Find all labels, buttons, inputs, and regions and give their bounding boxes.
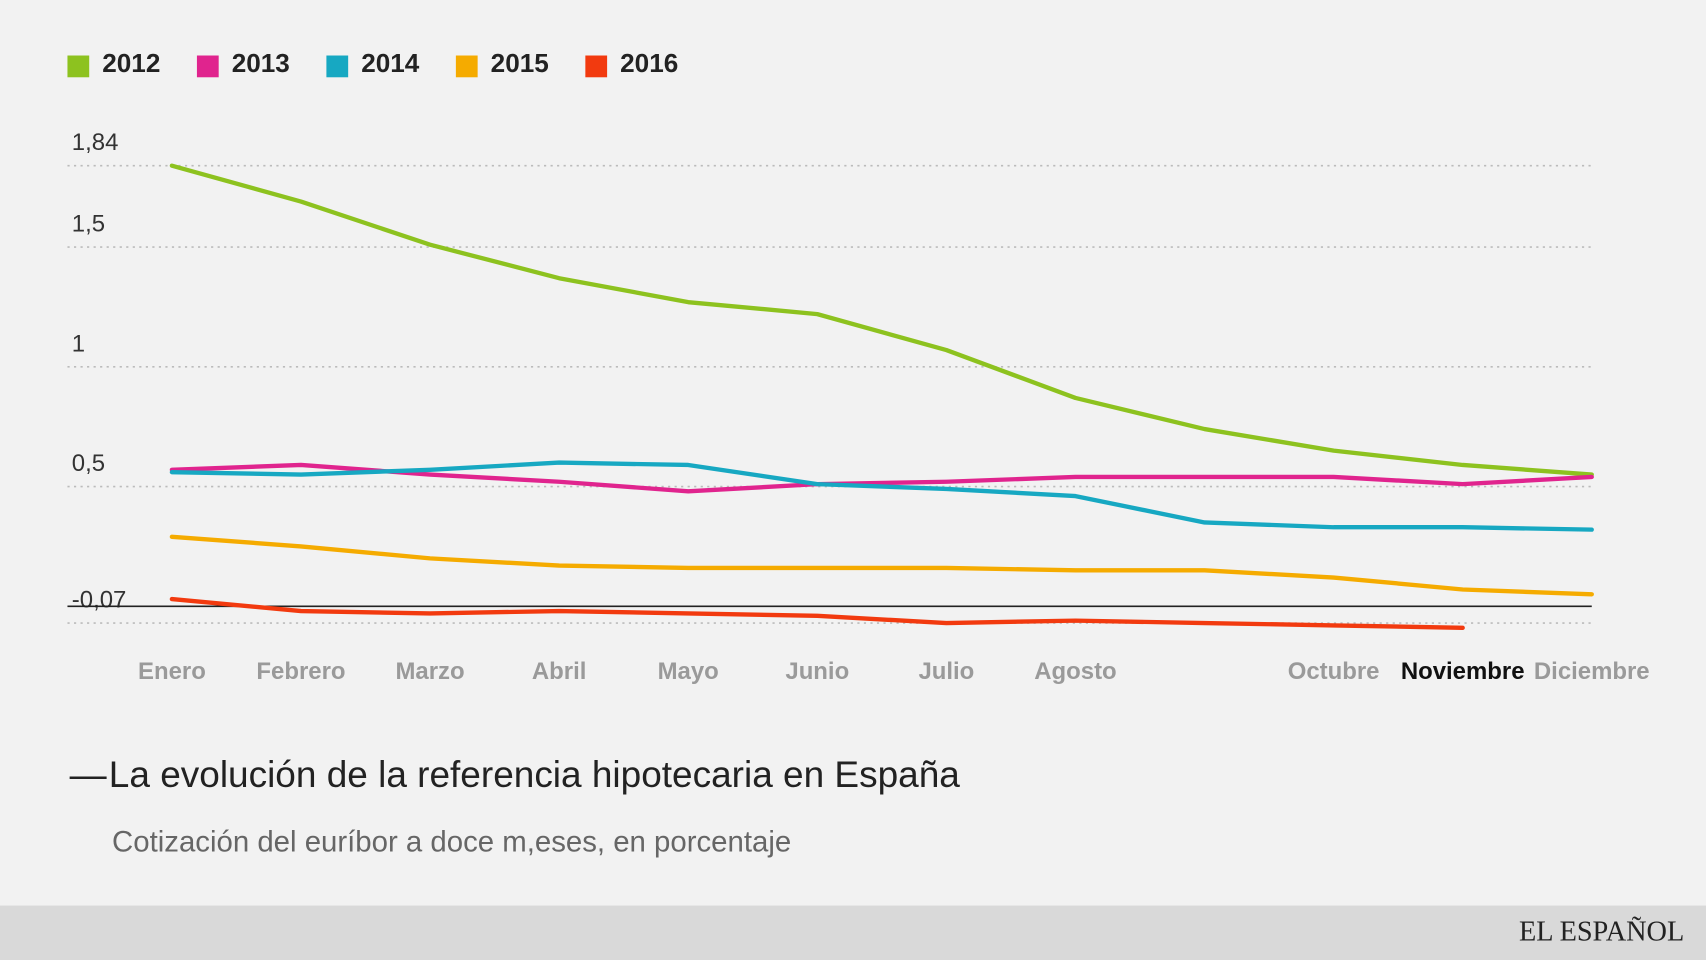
series-line — [169, 534, 1594, 597]
x-tick-label: Enero — [138, 658, 206, 685]
x-tick-label: Diciembre — [1534, 658, 1650, 685]
chart-title: La evolución de la referencia hipotecari… — [109, 754, 960, 795]
x-tick-label: Febrero — [256, 658, 345, 685]
x-tick-label: Agosto — [1034, 658, 1116, 685]
legend-swatch — [455, 55, 478, 78]
legend-label: 2012 — [102, 48, 160, 78]
footer-bar — [0, 905, 1706, 960]
x-tick-label: Mayo — [658, 658, 719, 685]
y-tick-label: 0,5 — [72, 450, 105, 477]
x-tick-label: Julio — [918, 658, 974, 685]
y-tick-label: 1,84 — [72, 129, 119, 156]
legend-swatch — [326, 55, 349, 78]
y-tick-label: 1,5 — [72, 211, 105, 238]
legend-swatch — [585, 55, 608, 78]
y-tick-label: 1 — [72, 330, 85, 357]
chart-subtitle: Cotización del euríbor a doce m,eses, en… — [112, 825, 791, 858]
x-tick-label: Marzo — [395, 658, 464, 685]
legend-swatch — [196, 55, 219, 78]
x-tick-label: Octubre — [1288, 658, 1380, 685]
legend-label: 2015 — [491, 48, 549, 78]
series-line — [169, 596, 1465, 630]
brand: EL ESPAÑOL — [1519, 916, 1684, 947]
series-line — [169, 163, 1594, 477]
y-tick-label: -0,07 — [72, 587, 127, 614]
x-tick-label: Junio — [785, 658, 849, 685]
legend-label: 2014 — [361, 48, 420, 78]
x-tick-label: Noviembre — [1401, 658, 1525, 685]
series-line — [169, 462, 1594, 494]
legend-swatch — [67, 55, 90, 78]
x-tick-label: Abril — [532, 658, 587, 685]
legend-label: 2016 — [620, 48, 678, 78]
title-dash: — — [70, 754, 107, 795]
legend-label: 2013 — [232, 48, 290, 78]
series-line — [169, 460, 1594, 532]
